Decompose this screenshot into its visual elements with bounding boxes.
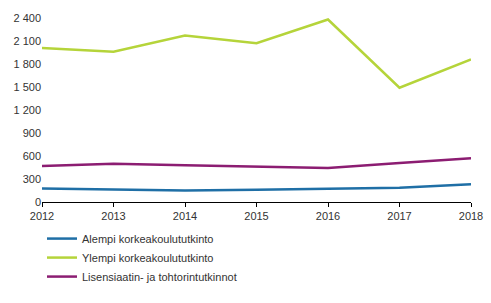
svg-text:2 400: 2 400 — [13, 12, 41, 24]
svg-text:2018: 2018 — [459, 210, 483, 222]
svg-text:2 100: 2 100 — [13, 35, 41, 47]
svg-text:1 200: 1 200 — [13, 104, 41, 116]
svg-text:2015: 2015 — [244, 210, 268, 222]
svg-text:1 800: 1 800 — [13, 58, 41, 70]
svg-text:300: 300 — [23, 173, 41, 185]
svg-text:2012: 2012 — [30, 210, 54, 222]
svg-text:2017: 2017 — [387, 210, 411, 222]
svg-text:600: 600 — [23, 150, 41, 162]
svg-text:900: 900 — [23, 127, 41, 139]
svg-text:0: 0 — [35, 196, 41, 208]
svg-text:2016: 2016 — [316, 210, 340, 222]
svg-text:2014: 2014 — [173, 210, 197, 222]
svg-text:Alempi korkeakoulututkinto: Alempi korkeakoulututkinto — [82, 233, 213, 245]
svg-text:Ylempi korkeakoulututkinto: Ylempi korkeakoulututkinto — [82, 252, 213, 264]
svg-text:2013: 2013 — [101, 210, 125, 222]
svg-text:1 500: 1 500 — [13, 81, 41, 93]
svg-text:Lisensiaatin- ja tohtorintutki: Lisensiaatin- ja tohtorintutkinnot — [82, 271, 237, 283]
